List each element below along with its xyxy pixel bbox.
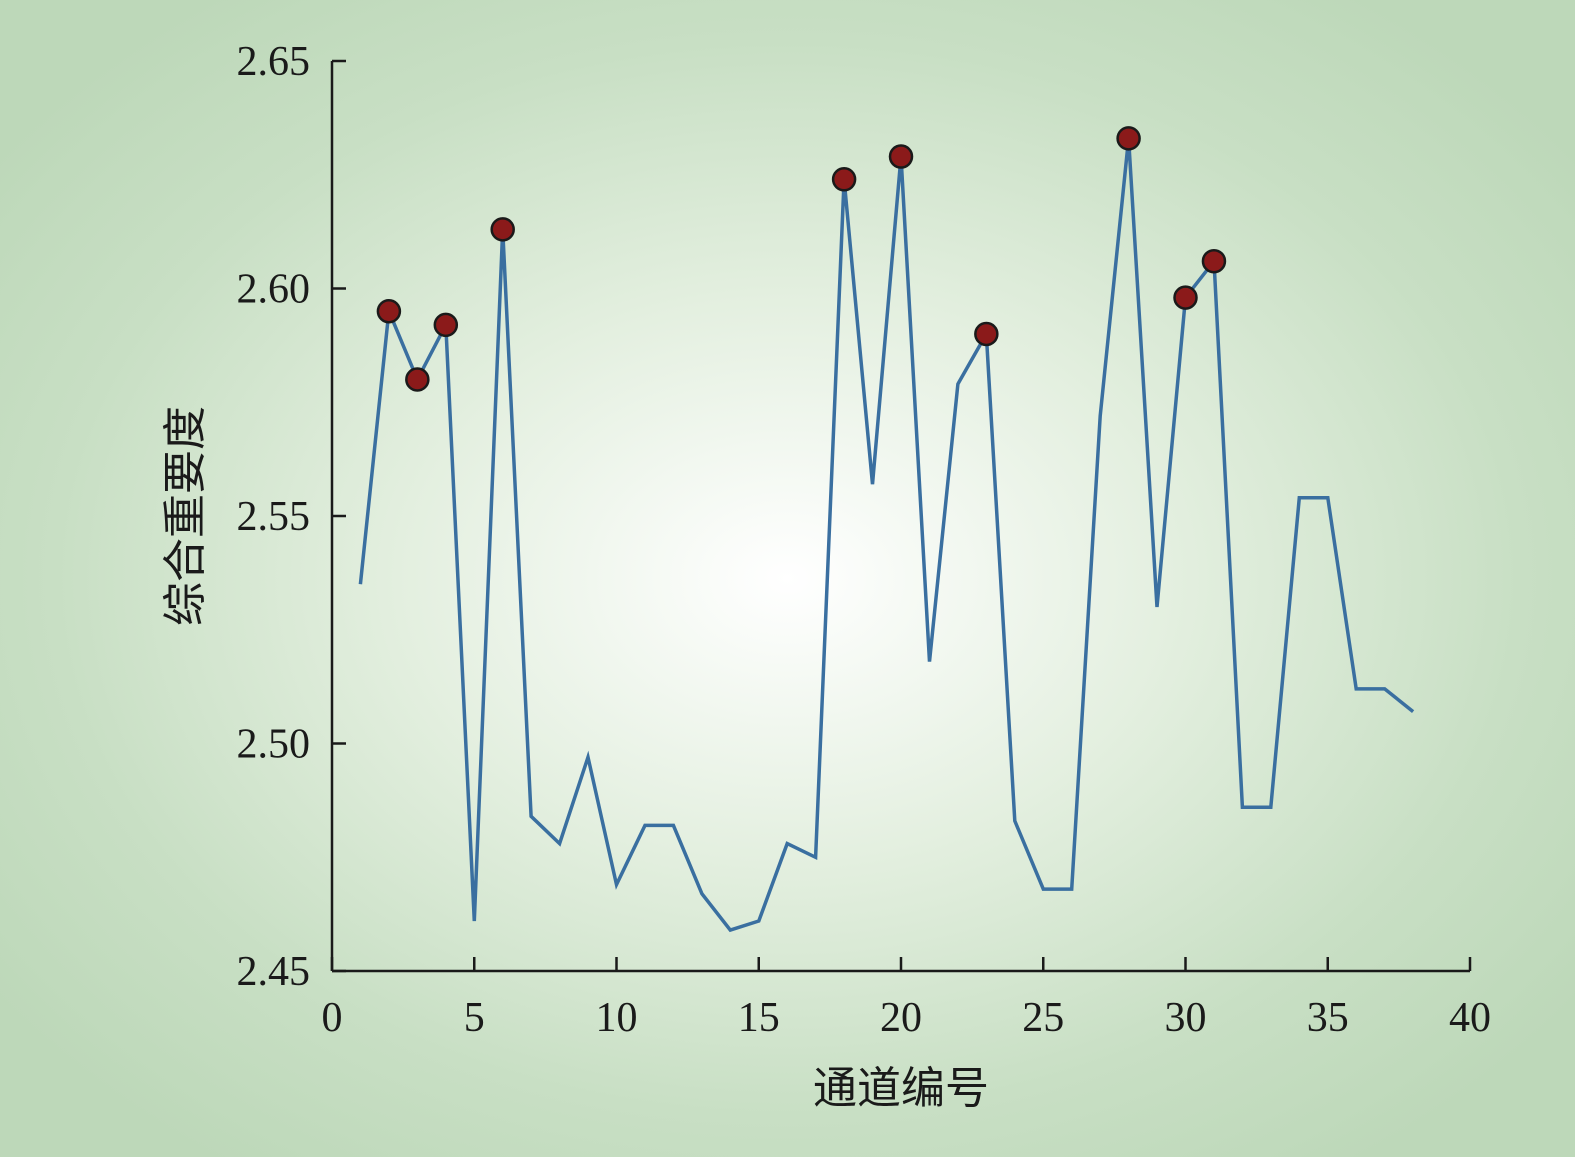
highlight-point [405, 367, 430, 392]
x-tick-label: 25 [1022, 995, 1064, 1041]
highlight-point [888, 144, 914, 169]
y-axis: 2.45 2.50 2.55 2.60 2.65 [237, 39, 346, 995]
x-tick-label: 20 [880, 995, 922, 1041]
highlight-point [1116, 126, 1141, 151]
y-tick-label: 2.60 [237, 267, 311, 313]
y-tick-label: 2.45 [237, 949, 311, 995]
y-tick-label: 2.65 [237, 39, 311, 85]
x-tick-label: 15 [738, 995, 780, 1041]
y-tick-label: 2.50 [237, 722, 311, 768]
highlight-point [831, 167, 857, 192]
highlight-point [490, 217, 515, 242]
highlight-point [1201, 248, 1227, 274]
y-ticks: 2.45 2.50 2.55 2.60 2.65 [237, 39, 346, 995]
x-tick-label: 5 [464, 995, 485, 1041]
highlight-point [974, 321, 999, 347]
highlight-point [1173, 285, 1198, 310]
y-tick-label: 2.55 [237, 494, 311, 540]
x-tick-label: 35 [1307, 995, 1349, 1041]
highlight-point [433, 312, 459, 338]
y-axis-title: 综合重要度 [160, 406, 211, 626]
series-line [358, 138, 1415, 933]
x-ticks: 0 5 10 15 20 25 30 35 40 [322, 957, 1491, 1041]
x-tick-label: 0 [322, 995, 343, 1041]
x-tick-label: 40 [1449, 995, 1491, 1041]
x-axis-title: 通道编号 [813, 1063, 989, 1114]
x-tick-label: 10 [596, 995, 638, 1041]
highlight-markers [376, 126, 1227, 392]
x-axis: 0 5 10 15 20 25 30 35 40 [322, 957, 1491, 1041]
highlight-point [376, 299, 402, 324]
x-tick-label: 30 [1165, 995, 1207, 1041]
